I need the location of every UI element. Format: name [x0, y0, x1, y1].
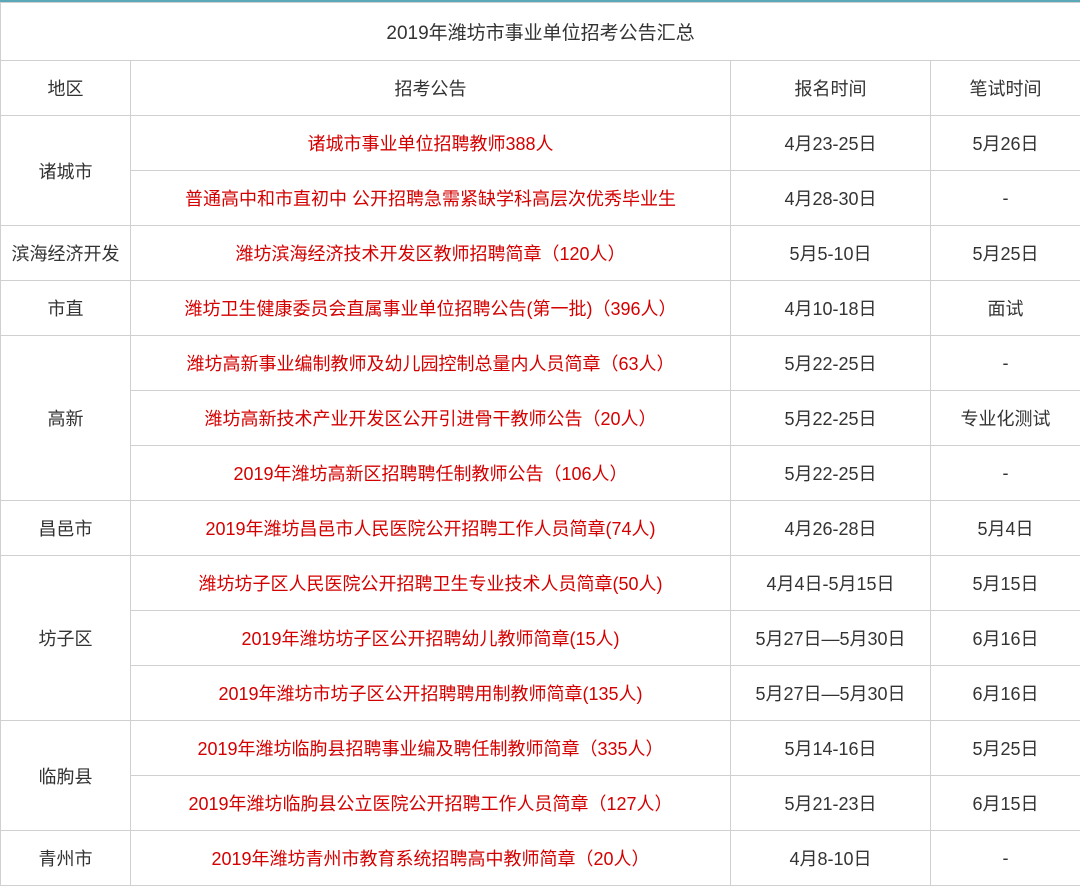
examtime-cell: 6月16日	[931, 611, 1080, 666]
regtime-cell: 4月10-18日	[731, 281, 931, 336]
header-examtime: 笔试时间	[931, 61, 1080, 116]
header-row: 地区 招考公告 报名时间 笔试时间	[1, 61, 1080, 116]
table-row: 坊子区潍坊坊子区人民医院公开招聘卫生专业技术人员简章(50人)4月4日-5月15…	[1, 556, 1080, 611]
table-row: 高新潍坊高新事业编制教师及幼儿园控制总量内人员简章（63人）5月22-25日-	[1, 336, 1080, 391]
announcement-link[interactable]: 2019年潍坊临朐县招聘事业编及聘任制教师简章（335人）	[131, 721, 731, 776]
announcement-link[interactable]: 2019年潍坊青州市教育系统招聘高中教师简章（20人）	[131, 831, 731, 886]
header-region: 地区	[1, 61, 131, 116]
examtime-cell: 专业化测试	[931, 391, 1080, 446]
examtime-cell: 5月26日	[931, 116, 1080, 171]
announcement-link[interactable]: 潍坊卫生健康委员会直属事业单位招聘公告(第一批)（396人）	[131, 281, 731, 336]
announcement-link[interactable]: 普通高中和市直初中 公开招聘急需紧缺学科高层次优秀毕业生	[131, 171, 731, 226]
announcement-link[interactable]: 潍坊高新技术产业开发区公开引进骨干教师公告（20人）	[131, 391, 731, 446]
table-row: 诸城市诸城市事业单位招聘教师388人4月23-25日5月26日	[1, 116, 1080, 171]
regtime-cell: 5月22-25日	[731, 446, 931, 501]
examtime-cell: -	[931, 831, 1080, 886]
announcement-link[interactable]: 潍坊高新事业编制教师及幼儿园控制总量内人员简章（63人）	[131, 336, 731, 391]
examtime-cell: 6月15日	[931, 776, 1080, 831]
regtime-cell: 4月28-30日	[731, 171, 931, 226]
regtime-cell: 5月27日—5月30日	[731, 666, 931, 721]
examtime-cell: 5月15日	[931, 556, 1080, 611]
region-cell: 市直	[1, 281, 131, 336]
table-container: 2019年潍坊市事业单位招考公告汇总 地区 招考公告 报名时间 笔试时间 诸城市…	[0, 0, 1080, 886]
regtime-cell: 5月21-23日	[731, 776, 931, 831]
regtime-cell: 4月26-28日	[731, 501, 931, 556]
region-cell: 青州市	[1, 831, 131, 886]
table-title: 2019年潍坊市事业单位招考公告汇总	[1, 3, 1080, 61]
table-row: 2019年潍坊坊子区公开招聘幼儿教师简章(15人)5月27日—5月30日6月16…	[1, 611, 1080, 666]
table-row: 2019年潍坊临朐县公立医院公开招聘工作人员简章（127人）5月21-23日6月…	[1, 776, 1080, 831]
region-cell: 滨海经济开发	[1, 226, 131, 281]
table-row: 青州市2019年潍坊青州市教育系统招聘高中教师简章（20人）4月8-10日-	[1, 831, 1080, 886]
region-cell: 临朐县	[1, 721, 131, 831]
regtime-cell: 5月22-25日	[731, 391, 931, 446]
announcement-link[interactable]: 2019年潍坊昌邑市人民医院公开招聘工作人员简章(74人)	[131, 501, 731, 556]
region-cell: 坊子区	[1, 556, 131, 721]
announcement-link[interactable]: 2019年潍坊市坊子区公开招聘聘用制教师简章(135人)	[131, 666, 731, 721]
examtime-cell: -	[931, 446, 1080, 501]
regtime-cell: 5月22-25日	[731, 336, 931, 391]
title-row: 2019年潍坊市事业单位招考公告汇总	[1, 3, 1080, 61]
region-cell: 诸城市	[1, 116, 131, 226]
announcement-link[interactable]: 2019年潍坊坊子区公开招聘幼儿教师简章(15人)	[131, 611, 731, 666]
regtime-cell: 4月4日-5月15日	[731, 556, 931, 611]
examtime-cell: 面试	[931, 281, 1080, 336]
regtime-cell: 4月23-25日	[731, 116, 931, 171]
announcement-link[interactable]: 诸城市事业单位招聘教师388人	[131, 116, 731, 171]
table-row: 临朐县2019年潍坊临朐县招聘事业编及聘任制教师简章（335人）5月14-16日…	[1, 721, 1080, 776]
table-row: 滨海经济开发潍坊滨海经济技术开发区教师招聘简章（120人）5月5-10日5月25…	[1, 226, 1080, 281]
header-announcement: 招考公告	[131, 61, 731, 116]
header-regtime: 报名时间	[731, 61, 931, 116]
announcement-link[interactable]: 潍坊坊子区人民医院公开招聘卫生专业技术人员简章(50人)	[131, 556, 731, 611]
announcement-link[interactable]: 2019年潍坊高新区招聘聘任制教师公告（106人）	[131, 446, 731, 501]
table-row: 2019年潍坊高新区招聘聘任制教师公告（106人）5月22-25日-	[1, 446, 1080, 501]
table-row: 2019年潍坊市坊子区公开招聘聘用制教师简章(135人)5月27日—5月30日6…	[1, 666, 1080, 721]
examtime-cell: 5月25日	[931, 226, 1080, 281]
regtime-cell: 4月8-10日	[731, 831, 931, 886]
table-row: 潍坊高新技术产业开发区公开引进骨干教师公告（20人）5月22-25日专业化测试	[1, 391, 1080, 446]
table-row: 普通高中和市直初中 公开招聘急需紧缺学科高层次优秀毕业生4月28-30日-	[1, 171, 1080, 226]
announcement-link[interactable]: 2019年潍坊临朐县公立医院公开招聘工作人员简章（127人）	[131, 776, 731, 831]
regtime-cell: 5月5-10日	[731, 226, 931, 281]
regtime-cell: 5月14-16日	[731, 721, 931, 776]
examtime-cell: 5月25日	[931, 721, 1080, 776]
examtime-cell: 6月16日	[931, 666, 1080, 721]
table-row: 市直潍坊卫生健康委员会直属事业单位招聘公告(第一批)（396人）4月10-18日…	[1, 281, 1080, 336]
region-cell: 昌邑市	[1, 501, 131, 556]
recruitment-table: 2019年潍坊市事业单位招考公告汇总 地区 招考公告 报名时间 笔试时间 诸城市…	[0, 2, 1080, 886]
examtime-cell: -	[931, 171, 1080, 226]
table-row: 昌邑市2019年潍坊昌邑市人民医院公开招聘工作人员简章(74人)4月26-28日…	[1, 501, 1080, 556]
region-cell: 高新	[1, 336, 131, 501]
examtime-cell: -	[931, 336, 1080, 391]
announcement-link[interactable]: 潍坊滨海经济技术开发区教师招聘简章（120人）	[131, 226, 731, 281]
regtime-cell: 5月27日—5月30日	[731, 611, 931, 666]
examtime-cell: 5月4日	[931, 501, 1080, 556]
